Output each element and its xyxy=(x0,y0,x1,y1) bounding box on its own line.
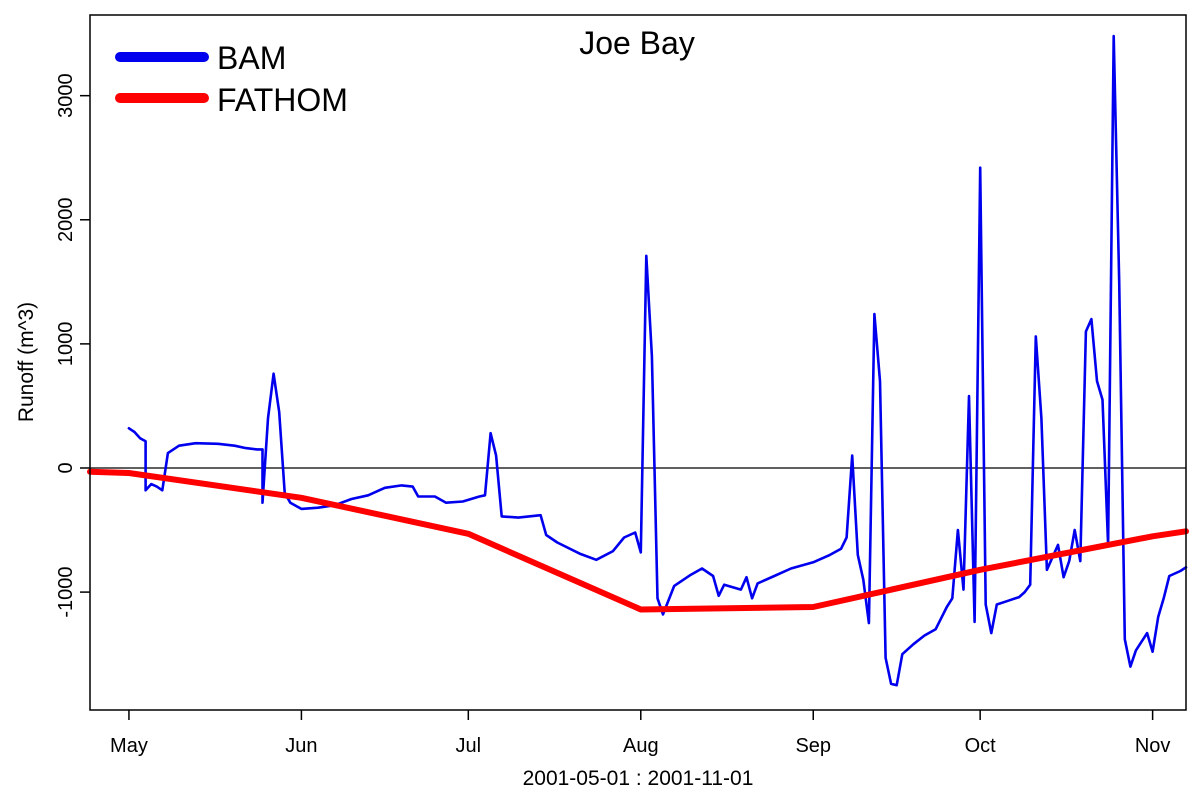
series-layer xyxy=(87,34,1189,687)
x-tick-label: Oct xyxy=(965,735,997,757)
plot-frame xyxy=(89,14,1187,711)
chart-title: Joe Bay xyxy=(579,25,695,61)
x-tick-label: Jun xyxy=(285,735,317,757)
x-tick-label: Aug xyxy=(623,735,659,757)
y-tick-label: 0 xyxy=(55,462,77,473)
x-tick-label: May xyxy=(110,735,148,757)
y-tick-label: 3000 xyxy=(55,73,77,118)
y-axis-title: Runoff (m^3) xyxy=(15,302,38,422)
series-line-bam xyxy=(127,34,1188,687)
y-tick-label: -1000 xyxy=(55,567,77,618)
x-tick-label: Sep xyxy=(795,735,831,757)
x-tick-label: Nov xyxy=(1135,735,1171,757)
legend-label-bam: BAM xyxy=(217,40,286,76)
x-axis-title: 2001-05-01 : 2001-11-01 xyxy=(523,767,754,790)
y-tick-label: 2000 xyxy=(55,198,77,243)
series-line-fathom xyxy=(87,468,1189,613)
y-tick-label: 1000 xyxy=(55,322,77,367)
legend: BAM FATHOM xyxy=(115,40,348,118)
legend-label-fathom: FATHOM xyxy=(217,82,348,118)
axis-layer: May Jun Jul Aug Sep Oct Nov -1000 0 1000 2000 3000 xyxy=(55,73,1170,757)
x-tick-label: Jul xyxy=(456,735,482,757)
